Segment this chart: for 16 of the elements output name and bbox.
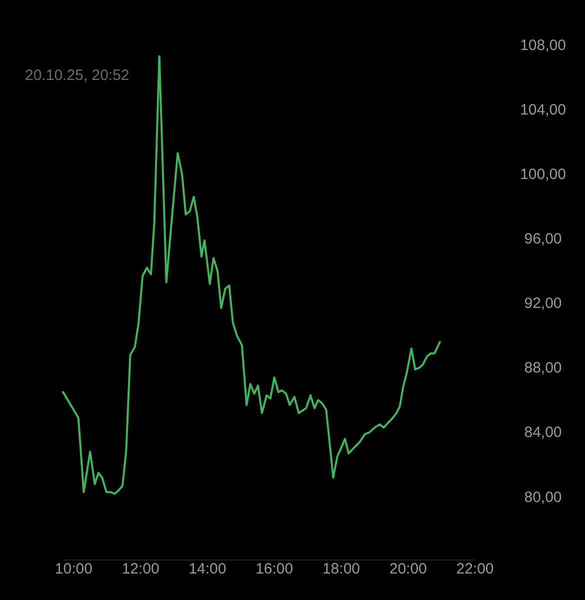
x-tick-label: 10:00 [54,560,92,578]
x-tick-label: 14:00 [188,560,226,578]
text: 20.10.25, 20:52 [25,67,130,84]
x-tick-label: 12:00 [122,560,160,578]
y-tick-label: 108,00 [520,36,566,54]
y-tick-label: 80,00 [524,488,562,506]
y-tick-label: 96,00 [524,230,562,248]
x-tick-label: 16:00 [256,560,294,578]
y-tick-label: 92,00 [524,295,562,312]
y-tick-label: 100,00 [520,166,566,183]
x-tick-label: 22:00 [456,560,494,578]
y-tick-label: 88,00 [524,360,562,377]
y-tick-label: 104,00 [520,101,566,118]
x-tick-label: 20:00 [389,560,427,578]
y-tick-label: 84,00 [524,424,562,442]
x-tick-label: 18:00 [322,560,360,578]
